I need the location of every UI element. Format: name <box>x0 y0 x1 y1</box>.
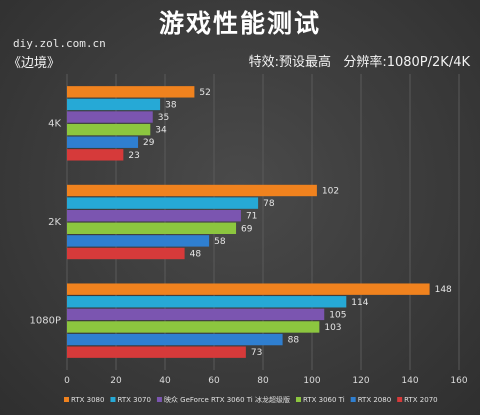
bar <box>67 111 153 123</box>
legend-label: RTX 3080 <box>71 396 104 404</box>
data-label: 38 <box>165 100 177 110</box>
data-label: 73 <box>251 348 262 358</box>
bar <box>67 210 241 222</box>
test-settings: 特效:预设最高 分辨率:1080P/2K/4K <box>248 55 470 70</box>
legend-swatch <box>397 397 403 402</box>
data-label: 103 <box>324 323 341 333</box>
data-label: 69 <box>241 224 253 234</box>
legend-label: RTX 3060 Ti <box>303 396 345 404</box>
x-tick-label: 100 <box>303 376 320 386</box>
legend-swatch <box>295 397 301 402</box>
data-label: 29 <box>143 138 155 148</box>
bar <box>67 149 124 161</box>
source-url: diy.zol.com.cn <box>13 37 106 50</box>
bar <box>67 346 246 358</box>
legend-label: RTX 3070 <box>117 396 150 404</box>
data-label: 105 <box>329 310 346 320</box>
data-label: 35 <box>158 113 169 123</box>
legend-swatch <box>350 397 356 402</box>
x-tick-label: 120 <box>352 376 369 386</box>
data-label: 102 <box>322 187 339 197</box>
bar <box>67 235 210 247</box>
chart-title: 游戏性能测试 <box>158 9 321 38</box>
data-label: 71 <box>246 212 257 222</box>
data-label: 23 <box>128 151 139 161</box>
data-label: 48 <box>190 250 202 260</box>
bar <box>67 247 185 260</box>
x-tick-label: 40 <box>159 376 171 386</box>
bar <box>67 222 237 234</box>
data-label: 58 <box>214 237 226 247</box>
bar <box>67 308 325 321</box>
bar <box>67 136 139 148</box>
x-tick-label: 20 <box>110 376 122 386</box>
data-label: 114 <box>351 298 368 308</box>
bar <box>67 296 347 308</box>
bar <box>67 123 151 136</box>
legend-label: RTX 2070 <box>404 396 437 404</box>
legend-label: 映众 GeForce RTX 3060 Ti 冰龙超级版 <box>164 395 290 404</box>
game-name: 《边境》 <box>8 56 61 71</box>
bar <box>67 197 259 209</box>
bar <box>67 184 317 197</box>
bar <box>67 98 161 111</box>
data-label: 34 <box>155 126 167 136</box>
data-label: 78 <box>263 199 275 209</box>
legend-swatch <box>110 397 116 402</box>
data-label: 148 <box>435 285 452 295</box>
bar <box>67 283 430 295</box>
category-label: 2K <box>48 217 61 228</box>
x-tick-label: 140 <box>401 376 418 386</box>
legend-swatch <box>64 397 69 402</box>
data-label: 88 <box>288 336 300 346</box>
bar <box>67 321 320 333</box>
category-label: 1080P <box>30 316 61 327</box>
x-tick-label: 160 <box>450 376 467 386</box>
legend-swatch <box>156 397 162 402</box>
category-label: 4K <box>48 118 61 129</box>
legend-label: RTX 2080 <box>358 396 391 404</box>
x-tick-label: 0 <box>64 376 70 386</box>
x-tick-label: 80 <box>257 376 269 386</box>
bar <box>67 333 283 346</box>
x-tick-label: 60 <box>208 376 220 386</box>
bar <box>67 86 195 98</box>
data-label: 52 <box>199 88 210 98</box>
